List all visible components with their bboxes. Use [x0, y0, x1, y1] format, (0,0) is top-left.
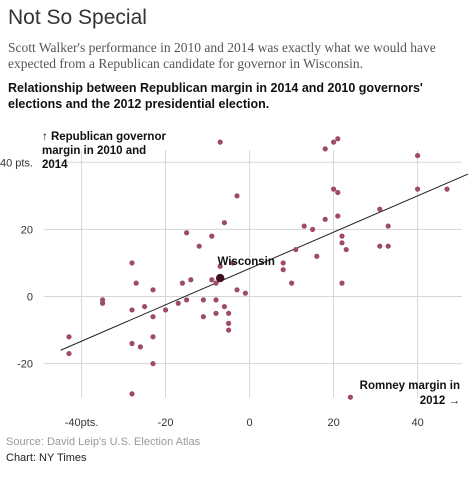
data-point: [339, 233, 345, 239]
data-point: [188, 277, 194, 283]
data-point: [415, 152, 421, 159]
highlight-label: Wisconsin: [217, 256, 274, 268]
data-point: [289, 280, 295, 286]
chart-subtitle: Scott Walker's performance in 2010 and 2…: [8, 40, 436, 71]
source-note: Source: David Leip's U.S. Election Atlas: [6, 436, 201, 448]
data-point: [331, 139, 337, 145]
x-tick-label: -20: [158, 417, 174, 429]
data-point: [314, 253, 320, 259]
data-point: [213, 280, 219, 286]
data-point: [377, 206, 383, 212]
data-point: [129, 307, 135, 313]
data-point: [322, 216, 328, 222]
chart-headline: Relationship between Republican margin i…: [8, 81, 423, 111]
data-point: [322, 146, 328, 152]
data-point: [339, 240, 345, 246]
data-point: [150, 287, 156, 293]
y-tick-label: 40 pts.: [0, 157, 33, 169]
data-point: [226, 310, 232, 316]
data-point: [221, 303, 227, 310]
data-point: [137, 344, 143, 350]
y-tick-label: 0: [27, 292, 33, 304]
data-point: [331, 186, 337, 192]
data-point: [444, 186, 450, 192]
y-tick-label: -20: [17, 359, 33, 371]
data-point: [217, 263, 223, 269]
data-point: [335, 213, 341, 219]
data-point: [242, 290, 248, 296]
chart-credit: Chart: NY Times: [6, 452, 87, 464]
data-point: [293, 246, 299, 253]
data-point: [196, 243, 202, 249]
data-point: [200, 297, 206, 303]
data-point: [129, 391, 135, 397]
data-point: [213, 297, 219, 303]
data-point: [66, 350, 72, 357]
data-point: [415, 186, 421, 192]
data-point: [129, 340, 135, 347]
x-tick-label: -40pts.: [65, 417, 99, 429]
x-axis-label: Romney margin in: [360, 380, 460, 392]
data-point: [179, 280, 185, 286]
data-point: [234, 287, 240, 293]
data-point: [200, 314, 206, 320]
data-point: [163, 307, 169, 313]
data-point: [100, 300, 106, 306]
data-point: [217, 139, 223, 145]
trend-line: [60, 173, 469, 351]
data-point: [184, 230, 190, 236]
data-point: [343, 246, 349, 253]
data-point: [209, 277, 215, 283]
data-point: [184, 297, 190, 303]
data-point: [221, 220, 227, 226]
data-point: [347, 394, 353, 400]
data-point: [230, 260, 236, 266]
highlight-point: [216, 273, 225, 283]
data-point: [175, 300, 181, 306]
data-point: [150, 361, 156, 367]
x-tick-label: 40: [411, 417, 423, 429]
y-axis-label: margin in 2010 and: [42, 145, 146, 157]
y-tick-label: 20: [21, 224, 33, 236]
data-point: [335, 136, 341, 142]
data-point: [377, 243, 383, 249]
data-point: [129, 260, 135, 266]
data-point: [150, 334, 156, 340]
y-axis-label: 2014: [42, 159, 68, 171]
data-point: [142, 303, 148, 310]
data-point: [339, 280, 345, 286]
chart-title: Not So Special: [8, 6, 147, 29]
data-point: [66, 334, 72, 340]
x-axis-label: 2012 →: [420, 395, 460, 407]
data-point: [133, 280, 139, 286]
data-point: [301, 223, 307, 229]
data-point: [280, 260, 286, 266]
data-point: [209, 233, 215, 239]
data-point: [310, 226, 316, 233]
x-tick-label: 0: [247, 417, 253, 429]
data-point: [213, 310, 219, 316]
data-point: [385, 243, 391, 249]
data-point: [234, 193, 240, 199]
data-point: [226, 327, 232, 333]
data-point: [335, 189, 341, 196]
data-point: [280, 267, 286, 273]
data-point: [150, 314, 156, 320]
y-axis-label: ↑ Republican governor: [42, 131, 166, 143]
data-point: [226, 320, 232, 326]
x-tick-label: 20: [327, 417, 339, 429]
data-point: [385, 223, 391, 229]
